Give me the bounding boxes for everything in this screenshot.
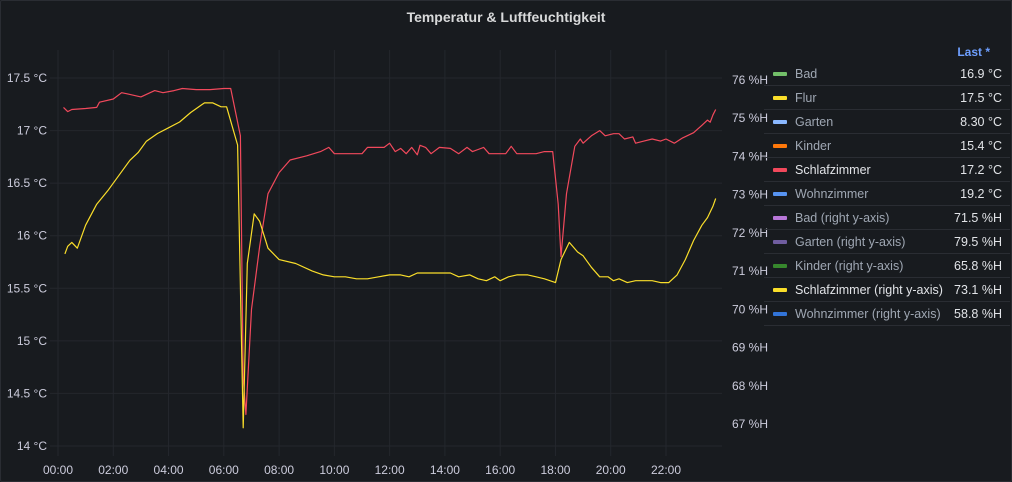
legend-color-swatch bbox=[773, 72, 787, 76]
legend-header: Last * bbox=[764, 42, 1010, 62]
legend-item[interactable]: Schlafzimmer (right y-axis) 73.1 %H bbox=[764, 278, 1010, 302]
x-tick-label: 20:00 bbox=[596, 463, 626, 477]
x-tick-label: 00:00 bbox=[43, 463, 73, 477]
legend-item-last-value: 73.1 %H bbox=[954, 283, 1002, 297]
legend-item-name[interactable]: Schlafzimmer (right y-axis) bbox=[795, 283, 943, 297]
y-left-tick-label: 14 °C bbox=[17, 439, 47, 453]
legend-item[interactable]: Kinder 15.4 °C bbox=[764, 134, 1010, 158]
x-tick-label: 04:00 bbox=[154, 463, 184, 477]
legend-color-swatch bbox=[773, 192, 787, 196]
legend-color-swatch bbox=[773, 144, 787, 148]
x-tick-label: 18:00 bbox=[540, 463, 570, 477]
y-right-tick-label: 72 %H bbox=[732, 226, 768, 240]
y-right-tick-label: 75 %H bbox=[732, 111, 768, 125]
legend-item-name[interactable]: Garten bbox=[795, 115, 834, 129]
y-right-tick-label: 76 %H bbox=[732, 73, 768, 87]
y-left-tick-label: 17 °C bbox=[17, 124, 47, 138]
legend-item-last-value: 65.8 %H bbox=[954, 259, 1002, 273]
y-right-tick-label: 71 %H bbox=[732, 264, 768, 278]
legend-item-last-value: 17.5 °C bbox=[960, 91, 1002, 105]
x-tick-label: 22:00 bbox=[651, 463, 681, 477]
legend-item-last-value: 79.5 %H bbox=[954, 235, 1002, 249]
x-tick-label: 16:00 bbox=[485, 463, 515, 477]
legend-color-swatch bbox=[773, 216, 787, 220]
y-right-tick-label: 70 %H bbox=[732, 302, 768, 316]
legend-item-last-value: 16.9 °C bbox=[960, 67, 1002, 81]
series-line-schlafzimmer-right-y-axis[interactable] bbox=[64, 102, 717, 429]
legend-item-name[interactable]: Flur bbox=[795, 91, 817, 105]
legend-item-name[interactable]: Wohnzimmer bbox=[795, 187, 869, 201]
legend-color-swatch bbox=[773, 312, 787, 316]
legend-color-swatch bbox=[773, 168, 787, 172]
legend-item-name[interactable]: Bad (right y-axis) bbox=[795, 211, 890, 225]
legend-item-name[interactable]: Bad bbox=[795, 67, 818, 81]
x-tick-label: 02:00 bbox=[98, 463, 128, 477]
legend-item[interactable]: Flur 17.5 °C bbox=[764, 86, 1010, 110]
legend-item[interactable]: Garten (right y-axis) 79.5 %H bbox=[764, 230, 1010, 254]
legend-item[interactable]: Schlafzimmer 17.2 °C bbox=[764, 158, 1010, 182]
legend-item-last-value: 17.2 °C bbox=[960, 163, 1002, 177]
x-tick-label: 14:00 bbox=[430, 463, 460, 477]
legend-item[interactable]: Bad (right y-axis) 71.5 %H bbox=[764, 206, 1010, 230]
legend-item-name[interactable]: Wohnzimmer (right y-axis) bbox=[795, 307, 941, 321]
y-left-tick-label: 17.5 °C bbox=[7, 71, 47, 85]
y-left-tick-label: 16 °C bbox=[17, 229, 47, 243]
legend-item[interactable]: Bad 16.9 °C bbox=[764, 62, 1010, 86]
y-left-tick-label: 14.5 °C bbox=[7, 386, 47, 400]
x-tick-label: 08:00 bbox=[264, 463, 294, 477]
x-tick-label: 06:00 bbox=[209, 463, 239, 477]
legend-color-swatch bbox=[773, 240, 787, 244]
legend-last-column-header[interactable]: Last * bbox=[957, 45, 990, 59]
y-right-tick-label: 68 %H bbox=[732, 379, 768, 393]
legend-color-swatch bbox=[773, 96, 787, 100]
y-left-tick-label: 15 °C bbox=[17, 334, 47, 348]
panel-title[interactable]: Temperatur & Luftfeuchtigkeit bbox=[406, 9, 606, 25]
legend-item[interactable]: Wohnzimmer 19.2 °C bbox=[764, 182, 1010, 206]
x-tick-label: 12:00 bbox=[375, 463, 405, 477]
legend-item-name[interactable]: Kinder bbox=[795, 139, 832, 153]
legend-item-name[interactable]: Schlafzimmer bbox=[795, 163, 871, 177]
legend-color-swatch bbox=[773, 264, 787, 268]
y-right-tick-label: 69 %H bbox=[732, 341, 768, 355]
y-right-tick-label: 73 %H bbox=[732, 188, 768, 202]
legend-item-last-value: 8.30 °C bbox=[960, 115, 1002, 129]
legend-color-swatch bbox=[773, 288, 787, 292]
legend-item-name[interactable]: Garten (right y-axis) bbox=[795, 235, 906, 249]
y-right-tick-label: 74 %H bbox=[732, 149, 768, 163]
legend-item-last-value: 58.8 %H bbox=[954, 307, 1002, 321]
y-left-tick-label: 15.5 °C bbox=[7, 281, 47, 295]
legend-item[interactable]: Kinder (right y-axis) 65.8 %H bbox=[764, 254, 1010, 278]
legend-item[interactable]: Wohnzimmer (right y-axis) 58.8 %H bbox=[764, 302, 1010, 326]
legend-color-swatch bbox=[773, 120, 787, 124]
series-line-schlafzimmer[interactable] bbox=[63, 87, 717, 416]
legend-item-last-value: 19.2 °C bbox=[960, 187, 1002, 201]
legend-item-last-value: 15.4 °C bbox=[960, 139, 1002, 153]
y-right-tick-label: 67 %H bbox=[732, 417, 768, 431]
legend-item-name[interactable]: Kinder (right y-axis) bbox=[795, 259, 904, 273]
legend-item[interactable]: Garten 8.30 °C bbox=[764, 110, 1010, 134]
legend: Last * Bad 16.9 °C Flur 17.5 °C Garten 8.30 °… bbox=[764, 42, 1010, 326]
legend-item-last-value: 71.5 %H bbox=[954, 211, 1002, 225]
y-left-tick-label: 16.5 °C bbox=[7, 176, 47, 190]
x-tick-label: 10:00 bbox=[319, 463, 349, 477]
